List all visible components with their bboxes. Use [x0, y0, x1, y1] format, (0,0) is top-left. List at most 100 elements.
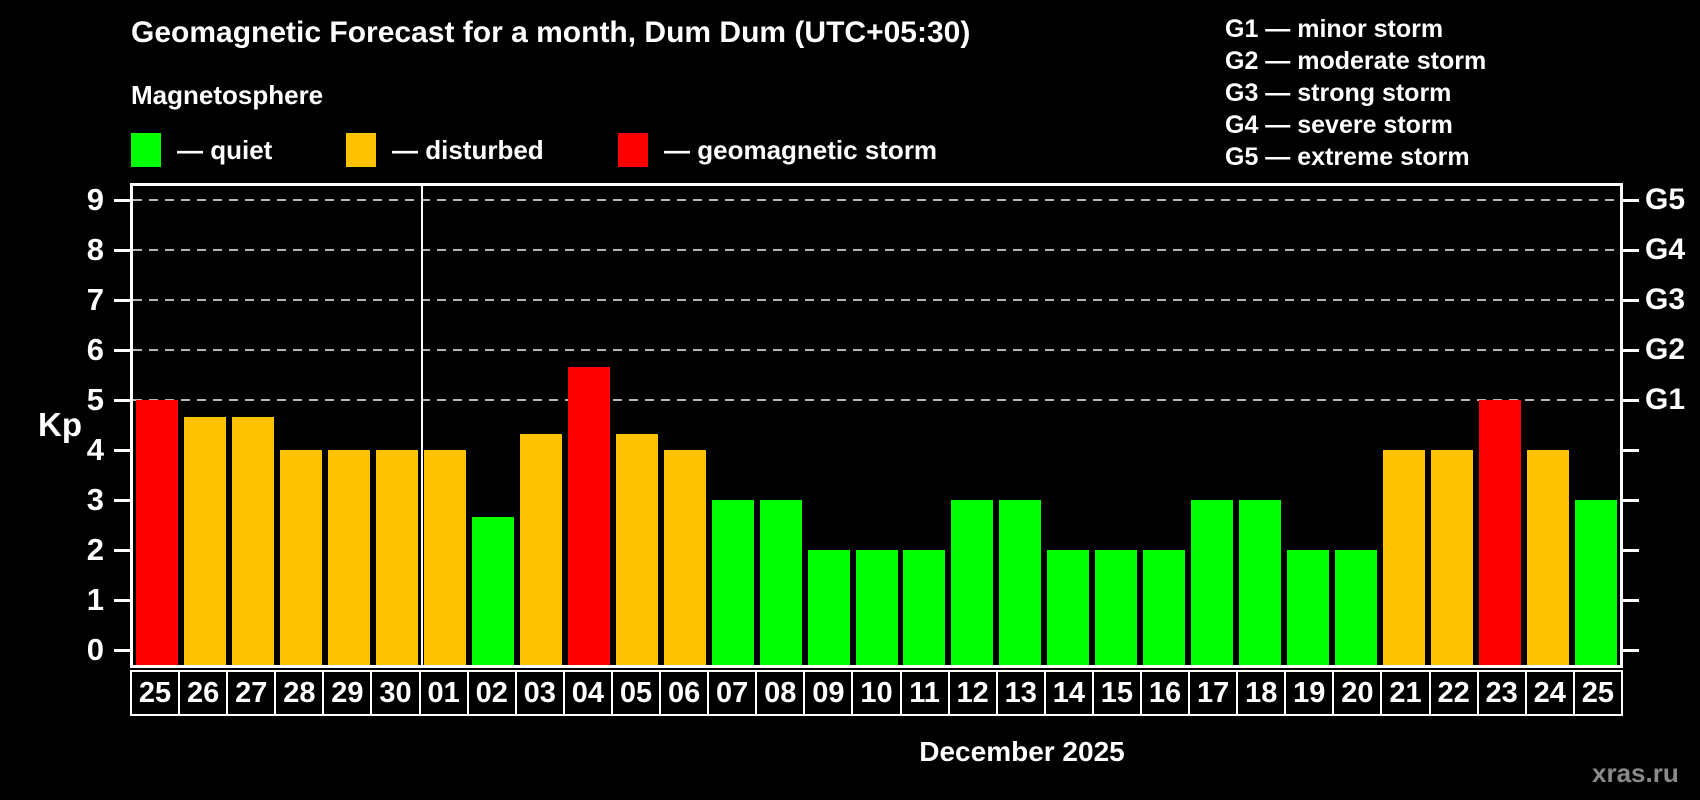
g-scale-legend-line-g5: G5 — extreme storm: [1225, 143, 1470, 171]
kp-bar-slot: [1092, 186, 1140, 665]
day-label-cell: 08: [755, 670, 806, 716]
kp-bar-slot: [613, 186, 661, 665]
kp-bar-slot: [661, 186, 709, 665]
y-axis-tick-left: [114, 449, 130, 452]
gridline-kp-5: [133, 399, 1620, 401]
day-label-cell: 19: [1284, 670, 1335, 716]
g-scale-legend-line-g1: G1 — minor storm: [1225, 15, 1444, 43]
legend-item-quiet: — quiet: [131, 133, 272, 167]
g-scale-label-g5: G5: [1645, 183, 1686, 216]
y-axis-tick-right: [1623, 499, 1639, 502]
day-label-cell: 14: [1043, 670, 1094, 716]
day-label-cell: 30: [370, 670, 421, 716]
kp-bar-slot: [1380, 186, 1428, 665]
day-label-cell: 06: [659, 670, 710, 716]
kp-bar-slot: [133, 186, 181, 665]
day-label-cell: 12: [947, 670, 998, 716]
kp-bar-slot: [1140, 186, 1188, 665]
kp-bar: [1383, 450, 1426, 665]
kp-bar-slot: [1236, 186, 1284, 665]
kp-tick-label: 2: [86, 532, 104, 567]
day-label-cell: 22: [1428, 670, 1479, 716]
kp-bar-slot: [996, 186, 1044, 665]
kp-bar: [1191, 500, 1234, 665]
chart-title: Geomagnetic Forecast for a month, Dum Du…: [131, 16, 971, 49]
day-label-cell: 15: [1091, 670, 1142, 716]
gridline-kp-9: [133, 199, 1620, 201]
kp-tick-label: 8: [86, 232, 104, 267]
gridline-kp-8: [133, 249, 1620, 251]
kp-bar-slot: [1524, 186, 1572, 665]
disturbed-color-swatch: [346, 133, 376, 167]
kp-bar: [1143, 550, 1186, 665]
kp-bar: [903, 550, 946, 665]
kp-bar: [663, 450, 706, 665]
kp-bar: [1335, 550, 1378, 665]
kp-bar: [1287, 550, 1330, 665]
kp-bar-slot: [1476, 186, 1524, 665]
legend-label-quiet: — quiet: [177, 134, 273, 165]
plot-area: [130, 183, 1623, 668]
day-label-cell: 25: [1572, 670, 1623, 716]
y-axis-tick-right: [1623, 199, 1639, 202]
y-axis-tick-left: [114, 199, 130, 202]
g-scale-label-g3: G3: [1645, 283, 1686, 316]
kp-bar-slot: [373, 186, 421, 665]
day-label-cell: 05: [610, 670, 662, 716]
legend-label-storm: — geomagnetic storm: [664, 134, 938, 165]
kp-bar-slot: [1188, 186, 1236, 665]
day-label-cell: 07: [707, 670, 758, 716]
kp-bar-slot: [1332, 186, 1380, 665]
kp-bar: [375, 450, 418, 665]
kp-tick-label: 5: [86, 382, 104, 417]
g-scale-label-g4: G4: [1645, 233, 1686, 266]
y-axis-tick-left: [114, 249, 130, 252]
kp-bar-slot: [517, 186, 565, 665]
y-axis-tick-left: [114, 399, 130, 402]
y-axis-tick-right: [1623, 249, 1639, 252]
kp-bar-slot: [325, 186, 373, 665]
g-scale-legend-line-g2: G2 — moderate storm: [1225, 47, 1487, 75]
kp-bar: [519, 433, 562, 665]
kp-tick-label: 4: [86, 432, 104, 467]
kp-axis-title: Kp: [38, 406, 82, 443]
day-label-cell: 21: [1380, 670, 1431, 716]
kp-bar-slot: [757, 186, 805, 665]
day-label-cell: 28: [274, 670, 325, 716]
kp-bar-slot: [709, 186, 757, 665]
day-label-cell: 10: [851, 670, 902, 716]
gridline-kp-7: [133, 299, 1620, 301]
kp-tick-label: 6: [86, 332, 104, 367]
kp-bar: [999, 500, 1042, 665]
day-label-cell: 18: [1236, 670, 1287, 716]
y-axis-tick-left: [114, 299, 130, 302]
legend-item-disturbed: — disturbed: [346, 133, 544, 167]
month-caption: December 2025: [919, 736, 1125, 767]
kp-bar: [759, 500, 802, 665]
kp-bar-slot: [1044, 186, 1092, 665]
day-label-cell: 20: [1332, 670, 1383, 716]
day-label-cell: 11: [899, 670, 950, 716]
g-scale-legend-line-g3: G3 — strong storm: [1225, 79, 1452, 107]
y-axis-tick-right: [1623, 599, 1639, 602]
kp-tick-label: 0: [86, 632, 104, 667]
kp-bar-slot: [277, 186, 325, 665]
kp-bar: [1527, 450, 1570, 665]
day-label-cell: 16: [1139, 670, 1191, 716]
y-axis-tick-left: [114, 649, 130, 652]
kp-bar: [711, 500, 754, 665]
day-label-cell: 29: [322, 670, 373, 716]
kp-bar: [1047, 550, 1090, 665]
kp-bar: [1239, 500, 1282, 665]
day-label-cell: 24: [1524, 670, 1575, 716]
kp-bar-slot: [421, 186, 469, 665]
kp-bar: [1431, 450, 1474, 665]
chart-subtitle: Magnetosphere: [131, 80, 324, 110]
y-axis-tick-right: [1623, 649, 1639, 652]
day-label-cell: 09: [803, 670, 854, 716]
kp-bar: [183, 416, 226, 665]
y-axis-tick-left: [114, 549, 130, 552]
kp-bar: [807, 550, 850, 665]
y-axis-tick-right: [1623, 299, 1639, 302]
